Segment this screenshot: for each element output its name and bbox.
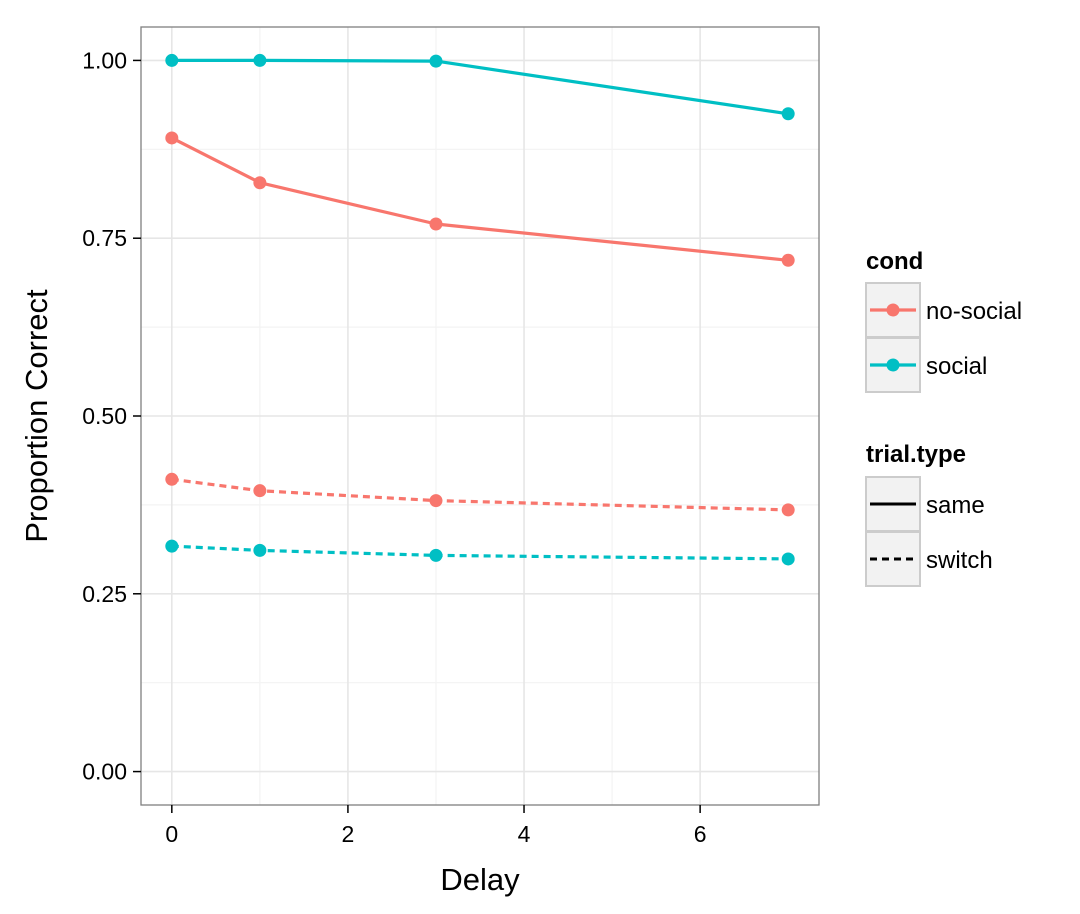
y-tick-label: 1.00 [82,47,127,73]
data-point-social-same [781,107,795,121]
data-point-social-same [253,53,267,67]
x-tick-label: 0 [165,821,178,847]
data-point-social-same [429,54,443,68]
legend-key-point [886,303,900,317]
data-point-social-switch [781,552,795,566]
x-axis-title: Delay [440,862,520,897]
y-axis-title: Proportion Correct [19,289,54,543]
data-point-no-social-same [253,176,267,190]
data-point-social-switch [429,548,443,562]
legend-title-cond: cond [866,248,923,275]
series-line-social-same [171,58,789,116]
axes: 0 2 4 6 0.00 0.25 0.50 0.75 1.00 Delay Proportion … [19,47,707,897]
legend-label-social: social [926,353,987,380]
y-tick-label: 0.25 [82,581,127,607]
y-tick-label: 0.00 [82,759,127,785]
x-tick-label: 6 [694,821,707,847]
x-tick-label: 4 [518,821,531,847]
data-point-no-social-switch [781,503,795,517]
series-layer [165,53,795,566]
data-point-no-social-same [165,131,179,145]
data-point-social-switch [253,543,267,557]
y-tick-label: 0.75 [82,225,127,251]
data-point-no-social-switch [253,484,267,498]
legend-label-same: same [926,492,985,519]
series-line-no-social-same [171,136,789,262]
legend-label-no-social: no-social [926,298,1022,325]
x-tick-label: 2 [342,821,355,847]
data-point-social-switch [165,539,179,553]
data-point-no-social-switch [429,494,443,508]
data-point-no-social-same [781,253,795,267]
data-point-no-social-same [429,217,443,231]
data-point-social-same [165,53,179,67]
plot-panel [140,26,820,806]
legend-title-trial-type: trial.type [866,441,966,468]
y-tick-label: 0.50 [82,403,127,429]
legend-label-switch: switch [926,547,993,574]
legend-key-point [886,358,900,372]
data-point-no-social-switch [165,472,179,486]
